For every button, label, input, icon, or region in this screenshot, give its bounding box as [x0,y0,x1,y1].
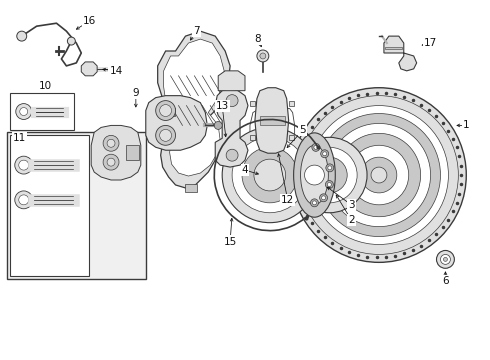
Circle shape [156,125,175,145]
Circle shape [226,149,238,161]
Text: 15: 15 [223,237,237,247]
Circle shape [320,150,329,158]
Circle shape [232,137,308,213]
Text: 7: 7 [193,26,200,36]
Circle shape [292,88,466,262]
Polygon shape [385,47,402,49]
Circle shape [15,191,33,209]
Circle shape [337,133,420,217]
Circle shape [160,129,172,141]
Circle shape [327,183,331,186]
Circle shape [311,199,319,207]
Circle shape [107,139,115,147]
Circle shape [312,157,347,193]
Circle shape [325,181,333,189]
Polygon shape [384,36,416,71]
Circle shape [301,147,357,203]
Ellipse shape [294,133,335,217]
Text: 3: 3 [348,200,354,210]
Circle shape [441,255,450,264]
Polygon shape [158,31,230,188]
Circle shape [319,194,327,202]
Polygon shape [81,62,97,76]
Circle shape [292,137,367,213]
Text: 13: 13 [216,100,229,111]
Bar [228,98,240,105]
Circle shape [443,257,447,261]
Circle shape [242,147,297,203]
Circle shape [312,143,320,151]
Polygon shape [164,39,224,176]
Circle shape [103,154,119,170]
Text: 12: 12 [281,195,294,205]
Circle shape [305,165,324,185]
Circle shape [16,104,32,120]
Circle shape [314,145,318,149]
Circle shape [257,50,269,62]
Polygon shape [91,125,141,180]
Circle shape [160,105,172,117]
Text: 5: 5 [299,125,306,135]
Text: 4: 4 [242,165,248,175]
Circle shape [17,31,26,41]
Circle shape [318,113,441,237]
Bar [163,108,174,116]
Text: 14: 14 [109,66,122,76]
Circle shape [299,96,458,255]
Polygon shape [250,135,255,140]
Text: 11: 11 [13,133,26,143]
Polygon shape [215,89,248,167]
Text: 8: 8 [255,34,261,44]
Circle shape [20,108,28,116]
Circle shape [226,95,238,107]
Circle shape [214,121,222,129]
Text: 17: 17 [424,38,437,48]
Circle shape [19,195,29,205]
Ellipse shape [300,145,328,205]
Polygon shape [250,109,294,148]
Text: 2: 2 [348,215,354,225]
Circle shape [321,196,325,200]
Circle shape [371,167,387,183]
Circle shape [437,251,454,268]
Circle shape [323,152,327,156]
Polygon shape [260,116,285,125]
Circle shape [68,37,75,45]
Circle shape [328,166,332,170]
Text: 1: 1 [463,121,469,130]
Circle shape [327,123,431,227]
Circle shape [326,164,334,172]
Text: 9: 9 [132,88,139,98]
Text: 16: 16 [83,16,96,26]
Circle shape [313,201,317,205]
Circle shape [260,53,266,59]
Circle shape [19,160,29,170]
Polygon shape [255,88,289,153]
Circle shape [349,145,409,205]
Circle shape [103,135,119,151]
Circle shape [15,156,33,174]
Text: 6: 6 [442,276,449,286]
Bar [10,135,89,276]
Polygon shape [289,135,294,140]
Bar [185,184,197,192]
Bar [10,93,74,130]
Bar [7,132,146,279]
Polygon shape [250,100,255,105]
Circle shape [107,158,115,166]
Polygon shape [126,145,139,160]
Circle shape [222,127,318,223]
Circle shape [361,157,397,193]
Polygon shape [289,100,294,105]
Polygon shape [146,96,207,150]
Circle shape [156,100,175,121]
Text: 10: 10 [39,81,52,91]
Polygon shape [218,71,245,91]
Circle shape [310,105,448,244]
Circle shape [254,159,286,191]
